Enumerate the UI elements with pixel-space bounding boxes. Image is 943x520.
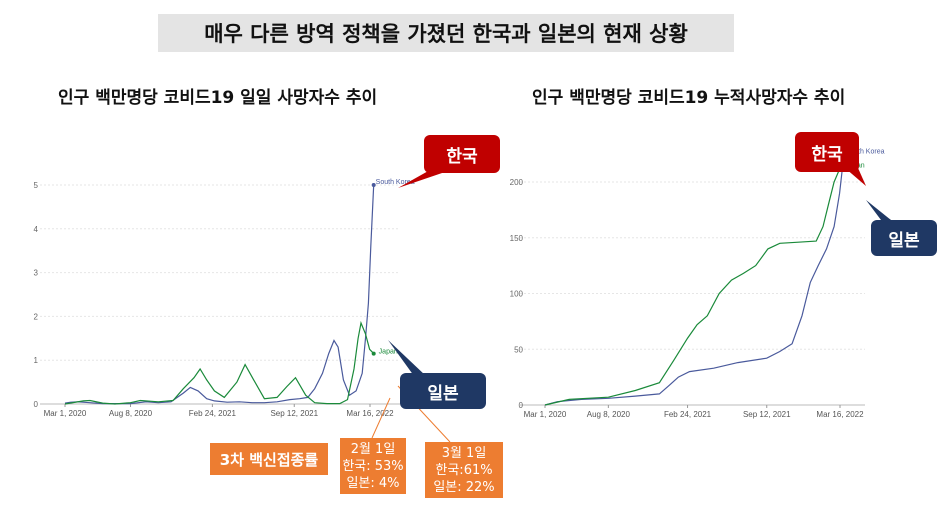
left-x-tick-label: Aug 8, 2020 (109, 409, 153, 418)
japan-callout-right-pointer (866, 200, 896, 224)
right-x-tick-label: Mar 16, 2022 (816, 410, 864, 419)
right-series-south-korea (544, 157, 845, 406)
right-y-tick-label: 50 (514, 345, 523, 354)
page-title: 매우 다른 방역 정책을 가졌던 한국과 일본의 현재 상황 (158, 14, 734, 52)
left-series-japan (64, 320, 375, 405)
right-series-label: South Korea (846, 148, 885, 155)
feb-japan-rate: 일본: 4% (346, 475, 400, 491)
left-y-tick-label: 5 (34, 181, 39, 190)
korea-callout-right-pointer (845, 168, 866, 186)
korea-callout-left: 한국 (424, 135, 500, 173)
right-y-tick-label: 200 (510, 178, 524, 187)
left-series-end-dot (371, 183, 376, 187)
korea-callout-right: 한국 (795, 132, 859, 172)
right-x-tick-label: Feb 24, 2021 (664, 410, 712, 419)
daily-deaths-chart-title: 인구 백만명당 코비드19 일일 사망자수 추이 (58, 88, 378, 108)
left-x-tick-label: Mar 16, 2022 (346, 409, 394, 418)
feb-korea-rate: 한국: 53% (342, 458, 404, 474)
left-y-tick-label: 3 (34, 269, 39, 278)
left-series-label: South Korea (376, 179, 415, 186)
left-x-tick-label: Mar 1, 2020 (44, 409, 87, 418)
vaccine-rate-label: 3차 백신접종률 (210, 443, 328, 475)
right-x-tick-label: Sep 12, 2021 (743, 410, 791, 419)
feb-date: 2월 1일 (350, 441, 396, 457)
mar-date: 3월 1일 (441, 445, 487, 461)
left-y-tick-label: 1 (34, 356, 39, 365)
left-series-label: Japan (379, 349, 398, 356)
japan-callout-left: 일본 (400, 373, 486, 409)
right-x-tick-label: Mar 1, 2020 (524, 410, 567, 419)
japan-callout-left-pointer (388, 340, 426, 376)
left-x-tick-label: Feb 24, 2021 (189, 409, 237, 418)
left-x-tick-label: Sep 12, 2021 (270, 409, 318, 418)
mar-korea-rate: 한국:61% (435, 462, 493, 478)
right-y-tick-label: 150 (510, 234, 524, 243)
right-y-tick-label: 0 (519, 401, 524, 410)
mar-japan-rate: 일본: 22% (433, 479, 495, 495)
left-series-end-dot (371, 351, 376, 356)
left-y-tick-label: 4 (34, 225, 39, 234)
right-y-tick-label: 100 (510, 290, 524, 299)
cumulative-deaths-chart-title: 인구 백만명당 코비드19 누적사망자수 추이 (532, 88, 846, 108)
right-x-tick-label: Aug 8, 2020 (587, 410, 631, 419)
korea-callout-left-pointer (398, 170, 445, 188)
left-series-south-korea (64, 184, 375, 405)
left-y-tick-label: 2 (34, 312, 39, 321)
mar-vaccine-box: 3월 1일 한국:61% 일본: 22% (425, 442, 503, 498)
left-y-tick-label: 0 (34, 400, 39, 409)
feb-leader-line (371, 397, 391, 439)
feb-vaccine-box: 2월 1일 한국: 53% 일본: 4% (340, 438, 406, 494)
right-series-japan (544, 159, 845, 406)
japan-callout-right: 일본 (871, 220, 937, 256)
